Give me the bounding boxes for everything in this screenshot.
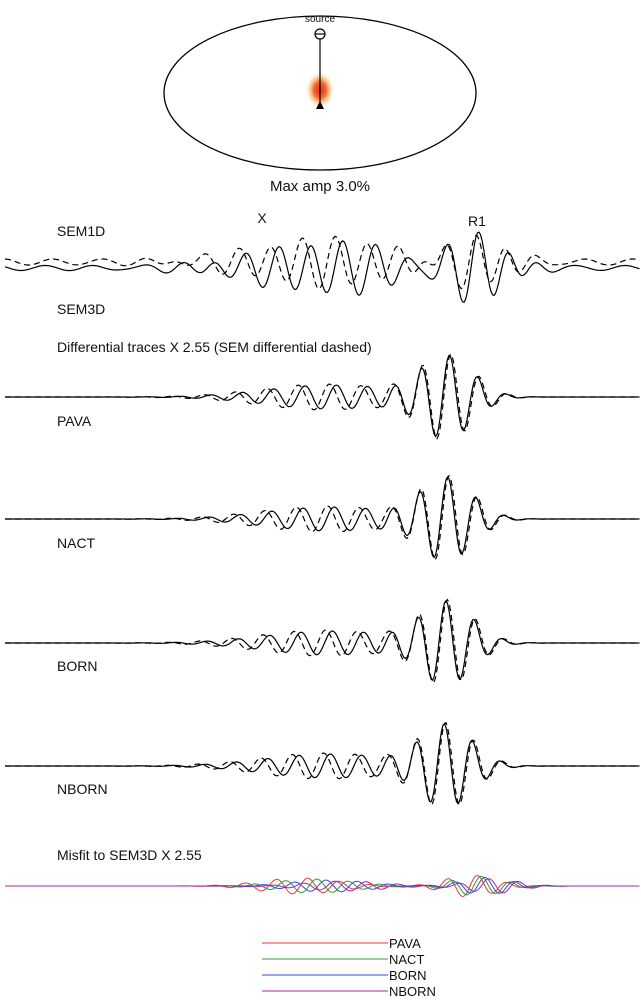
phase-x-label: X [257,210,267,226]
panel-nact: NACT [5,474,640,561]
born-label: BORN [57,658,97,674]
sem3d-trace [4,231,640,304]
misfit-caption: Misfit to SEM3D X 2.55 [57,847,202,863]
legend-label-born: BORN [389,968,427,983]
misfit-nborn [5,878,640,894]
differential-caption: Differential traces X 2.55 (SEM differen… [57,339,372,355]
legend-label-pava: PAVA [389,936,421,951]
max-amp-label: Max amp 3.0% [270,178,370,195]
earth-ellipse [163,15,477,171]
nact-trace [5,475,640,559]
map-panel: source Max amp 3.0% [163,14,477,195]
misfit-traces [5,874,640,898]
nact-label: NACT [57,535,96,551]
source-label: source [305,14,335,25]
nborn-label: NBORN [57,781,108,797]
legend-label-nborn: NBORN [389,984,436,999]
sem3d-label: SEM3D [57,301,105,317]
panel-nborn: NBORN [5,721,640,806]
pava-sem-trace [5,353,640,440]
sem1d-label: SEM1D [57,223,105,239]
nact-sem-trace [5,474,640,561]
source-icon [314,28,326,40]
panel-pava: PAVA [5,353,640,440]
born-trace [5,599,640,682]
pava-trace [5,354,640,438]
legend-label-nact: NACT [389,952,424,967]
receiver-icon [316,101,324,109]
born-sem-trace [5,598,640,683]
sem1d-trace [4,234,640,290]
panel-born: BORN [5,598,640,683]
phase-r1-label: R1 [468,213,486,229]
legend: PAVA NACT BORN NBORN [262,936,436,999]
nborn-sem-trace [5,721,640,806]
pava-label: PAVA [57,413,92,429]
